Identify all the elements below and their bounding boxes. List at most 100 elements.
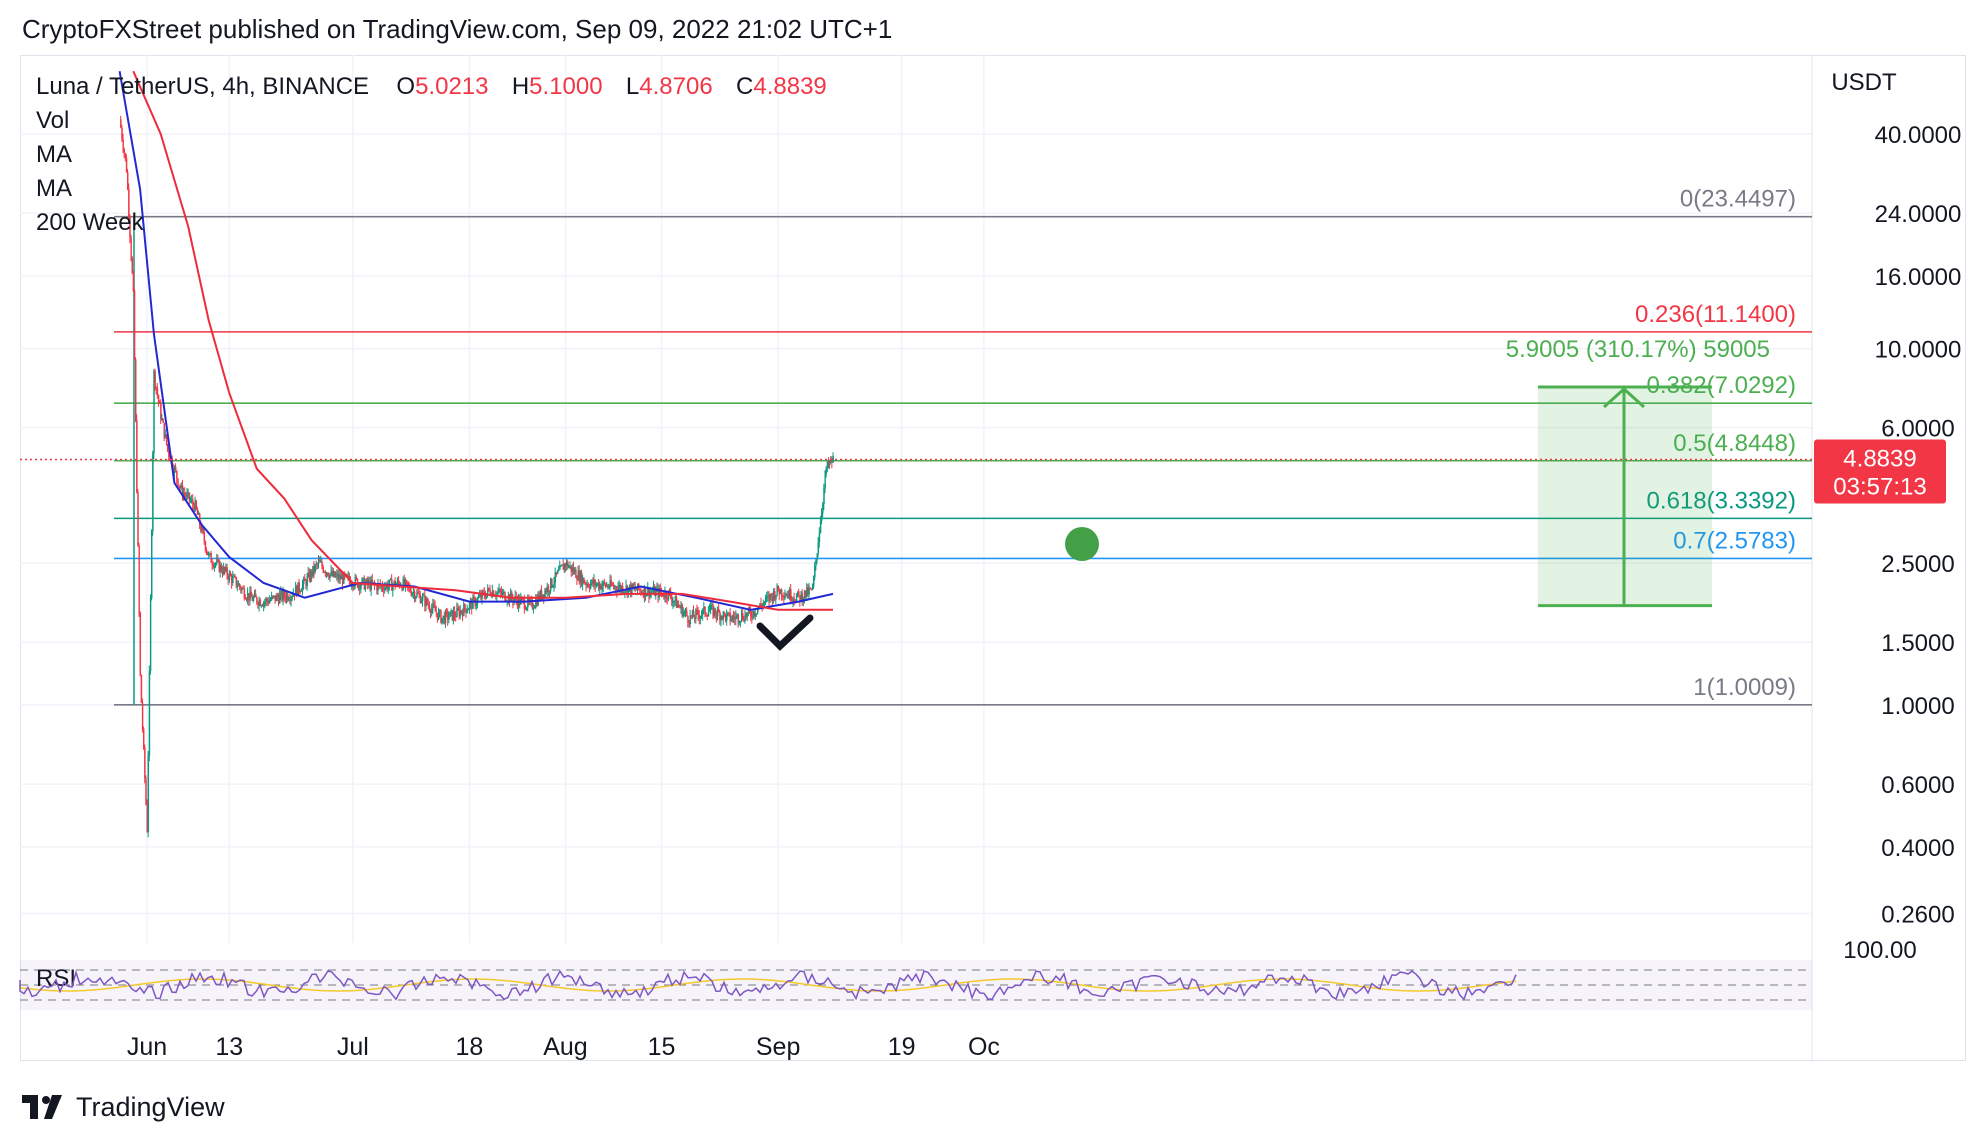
candle-body [825,468,828,475]
check-mark-icon[interactable] [756,614,814,651]
candle-body [440,610,442,623]
candle-body [643,587,646,597]
candle-body [543,594,545,598]
candle-body [199,513,201,525]
candle-body [725,614,727,621]
candle-body [342,575,344,584]
candle-body [143,728,145,748]
candle-body [366,579,368,583]
candle-body [186,493,188,497]
ma-slow-line[interactable] [132,70,833,611]
indicator-200-week[interactable]: 200 Week [36,209,144,236]
candle-body [819,520,822,534]
candle-body [324,571,327,574]
candle-body [377,583,379,591]
candle-body [287,594,289,600]
candle-body [221,571,224,574]
candle-body [617,587,619,592]
candle-body [272,595,274,597]
y-tick-label: 1.0000 [1881,693,1954,720]
candle-body [435,611,438,614]
candle-body [560,565,562,567]
candle-body [261,605,264,607]
candle-body [496,592,498,597]
candle-body [698,615,701,619]
candle-body [472,597,474,609]
candle-body [137,491,139,546]
candle-body [640,590,642,593]
candle-body [464,604,466,609]
candle-body [264,601,266,603]
candle-body [827,461,830,466]
candle-body [151,531,153,599]
candle-body [587,584,590,587]
candle-body [612,585,615,588]
candle-body [208,554,210,556]
candle-body [386,584,388,590]
candle-body [683,611,686,613]
candle-body [615,586,617,590]
candle-body [213,564,216,568]
x-tick-label: Jul [337,1033,369,1061]
candle-body [770,593,773,596]
candle-body [315,563,318,565]
candle-body [687,615,689,623]
x-tick-label: Oc [968,1033,1000,1061]
candle-body [279,594,281,604]
candle-body [779,589,782,595]
candle-body [197,513,200,515]
candle-body [793,598,796,601]
candle-body [189,500,192,502]
candle-body [425,598,427,607]
candle-body [120,119,122,128]
y-tick-label: 0.2600 [1881,902,1954,929]
indicator-ma-fast[interactable]: MA [36,141,72,168]
candle-body [224,567,226,571]
candle-body [713,608,715,616]
candle-body [233,576,235,578]
candle-body [757,608,759,614]
candle-body [148,671,151,756]
candle-body [531,600,534,609]
candle-body [327,572,329,576]
candle-body [778,590,781,595]
tradingview-brand: TradingView [76,1092,225,1122]
candle-body [728,612,730,614]
candle-body [252,597,255,601]
candle-body [434,606,437,612]
candle-body [288,599,290,601]
candle-body [765,597,767,602]
candle-body [447,611,449,620]
candle-body [173,467,176,473]
candle-body [430,610,432,613]
candle-body [654,586,656,596]
y-tick-label: 0.6000 [1881,772,1954,799]
candle-body [136,419,138,492]
candle-body [741,613,743,621]
candle-body [583,577,585,584]
candle-body [247,593,249,600]
indicator-vol[interactable]: Vol [36,107,70,134]
green-dot-marker[interactable] [1065,527,1099,561]
candle-body [797,591,799,596]
candle-body [388,579,391,586]
candle-body [568,566,570,568]
candle-body [718,609,720,613]
tradingview-footer[interactable]: TradingView [22,1092,225,1123]
candle-body [450,610,453,612]
candle-body [805,590,807,597]
candle-body [426,598,429,604]
last-price-tag[interactable] [1814,439,1946,504]
candle-body [669,590,671,593]
rsi-line[interactable] [19,969,1517,1001]
symbol-row[interactable]: Luna / TetherUS, 4h, BINANCE O5.0213 H5.… [36,70,827,104]
candle-body [311,571,313,577]
candle-body [281,591,283,600]
candle-body [367,579,369,585]
candle-body [592,579,594,585]
indicator-ma-slow[interactable]: MA [36,175,72,202]
candle-body [204,541,207,550]
candle-body [755,613,758,615]
candle-body [670,592,672,598]
